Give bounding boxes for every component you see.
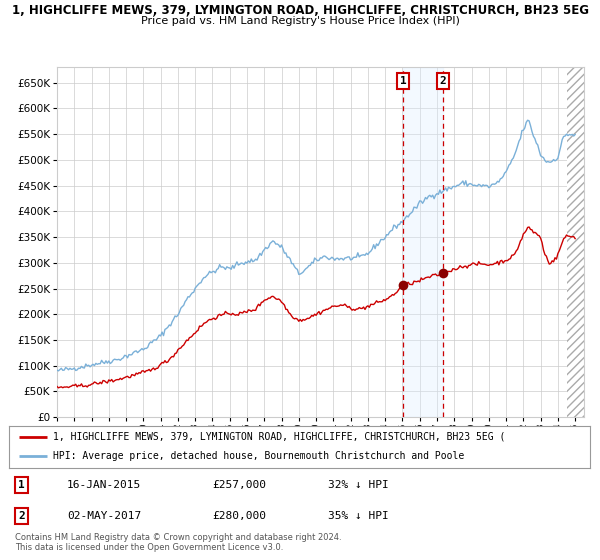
Text: 02-MAY-2017: 02-MAY-2017: [67, 511, 142, 521]
Text: 32% ↓ HPI: 32% ↓ HPI: [328, 480, 389, 490]
Text: 1, HIGHCLIFFE MEWS, 379, LYMINGTON ROAD, HIGHCLIFFE, CHRISTCHURCH, BH23 5EG: 1, HIGHCLIFFE MEWS, 379, LYMINGTON ROAD,…: [11, 4, 589, 17]
Text: Price paid vs. HM Land Registry's House Price Index (HPI): Price paid vs. HM Land Registry's House …: [140, 16, 460, 26]
Text: £280,000: £280,000: [212, 511, 266, 521]
Text: HPI: Average price, detached house, Bournemouth Christchurch and Poole: HPI: Average price, detached house, Bour…: [53, 451, 464, 461]
Text: £257,000: £257,000: [212, 480, 266, 490]
Text: 2: 2: [19, 511, 25, 521]
Text: Contains HM Land Registry data © Crown copyright and database right 2024.: Contains HM Land Registry data © Crown c…: [15, 533, 341, 542]
Text: 16-JAN-2015: 16-JAN-2015: [67, 480, 142, 490]
Text: 1: 1: [400, 76, 407, 86]
Text: This data is licensed under the Open Government Licence v3.0.: This data is licensed under the Open Gov…: [15, 543, 283, 552]
Bar: [566, 67, 584, 417]
Bar: [403, 67, 443, 417]
Text: 35% ↓ HPI: 35% ↓ HPI: [328, 511, 389, 521]
Text: 1: 1: [19, 480, 25, 490]
Text: 1, HIGHCLIFFE MEWS, 379, LYMINGTON ROAD, HIGHCLIFFE, CHRISTCHURCH, BH23 5EG (: 1, HIGHCLIFFE MEWS, 379, LYMINGTON ROAD,…: [53, 432, 505, 442]
Text: 2: 2: [439, 76, 446, 86]
